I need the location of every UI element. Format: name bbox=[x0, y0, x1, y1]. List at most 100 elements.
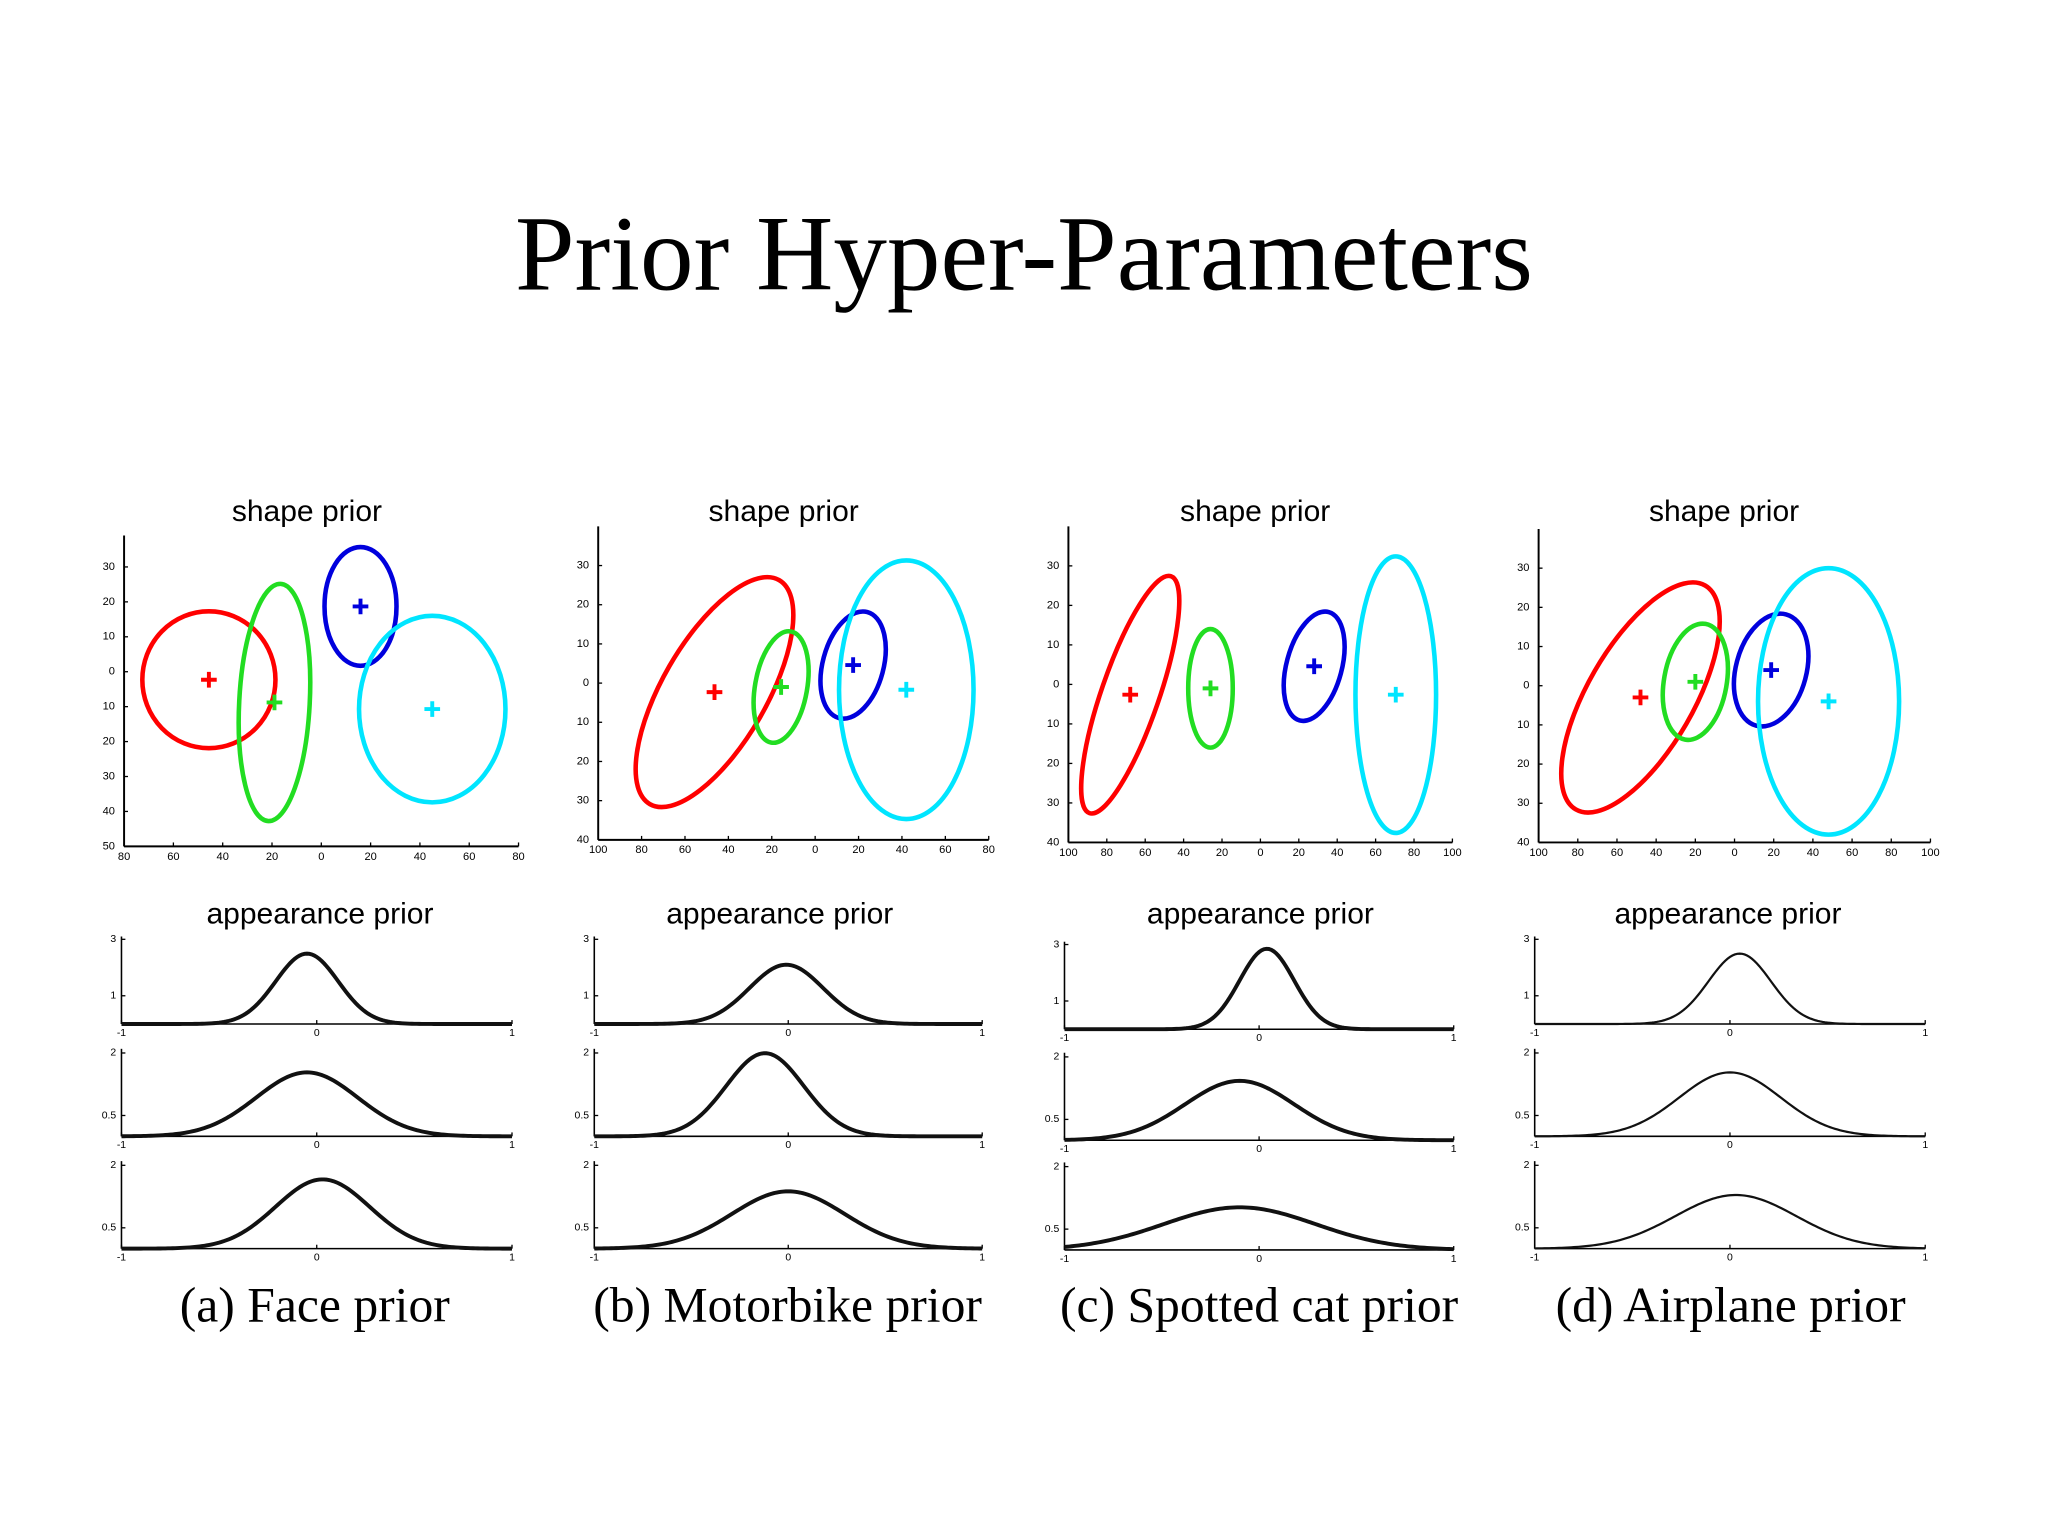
y-tick-label: 50 bbox=[103, 840, 115, 852]
covariance-ellipse bbox=[1755, 565, 1902, 837]
x-tick-label: 1 bbox=[979, 1140, 985, 1151]
x-tick-label: 1 bbox=[1451, 1254, 1457, 1265]
x-tick-label: -1 bbox=[590, 1140, 599, 1151]
plot-title: appearance prior bbox=[206, 898, 433, 931]
mean-marker bbox=[773, 679, 789, 695]
covariance-ellipse bbox=[1185, 626, 1236, 750]
x-tick-label: 60 bbox=[679, 844, 691, 856]
y-tick-label: 0.5 bbox=[1045, 1224, 1060, 1235]
x-tick-label: 80 bbox=[1101, 847, 1113, 859]
x-tick-label: -1 bbox=[1530, 1140, 1539, 1151]
mean-marker bbox=[1202, 680, 1219, 697]
y-tick-label: 30 bbox=[577, 795, 589, 807]
x-tick-label: 20 bbox=[1689, 847, 1701, 859]
density-curve bbox=[121, 1177, 513, 1251]
y-tick-label: 40 bbox=[103, 805, 115, 817]
x-tick-label: 0 bbox=[1256, 1033, 1262, 1044]
x-tick-label: 0 bbox=[314, 1140, 320, 1151]
x-tick-label: 1 bbox=[1922, 1140, 1928, 1151]
panel-caption: (a) Face prior bbox=[180, 1277, 451, 1332]
panel-caption: (d) Airplane prior bbox=[1556, 1277, 1906, 1332]
x-tick-label: 0 bbox=[1727, 1140, 1733, 1151]
x-tick-label: 0 bbox=[1256, 1144, 1262, 1155]
x-tick-label: 0 bbox=[812, 844, 818, 856]
y-tick-label: 40 bbox=[1517, 836, 1529, 848]
x-tick-label: 20 bbox=[1293, 847, 1305, 859]
x-tick-label: 20 bbox=[852, 844, 864, 856]
x-tick-label: 60 bbox=[1611, 847, 1623, 859]
x-tick-label: 40 bbox=[1331, 847, 1343, 859]
y-tick-label: 3 bbox=[583, 934, 589, 945]
x-tick-label: 0 bbox=[1727, 1253, 1733, 1264]
x-tick-label: 0 bbox=[1727, 1028, 1733, 1039]
x-tick-label: 1 bbox=[979, 1253, 985, 1264]
x-tick-label: 100 bbox=[1443, 847, 1462, 859]
x-tick-label: -1 bbox=[117, 1140, 126, 1151]
covariance-ellipse bbox=[1558, 580, 1723, 815]
y-tick-label: 2 bbox=[1524, 1048, 1530, 1059]
density-curve bbox=[1064, 1078, 1454, 1143]
density-curve bbox=[1534, 1071, 1926, 1138]
y-tick-label: 10 bbox=[1047, 639, 1059, 651]
y-tick-label: 20 bbox=[1047, 599, 1059, 611]
x-tick-label: 0 bbox=[785, 1028, 791, 1039]
y-tick-label: 2 bbox=[110, 1048, 116, 1059]
mean-marker bbox=[201, 671, 217, 688]
y-tick-label: 1 bbox=[1053, 996, 1059, 1007]
mean-marker bbox=[1122, 686, 1139, 703]
y-tick-label: 1 bbox=[110, 991, 116, 1002]
x-tick-label: 60 bbox=[1846, 847, 1858, 859]
mean-marker bbox=[266, 694, 283, 711]
x-tick-label: 20 bbox=[766, 844, 778, 856]
mean-marker bbox=[706, 684, 723, 700]
y-tick-label: 30 bbox=[1517, 797, 1529, 809]
density-curve bbox=[1064, 946, 1454, 1032]
y-tick-label: 10 bbox=[577, 716, 589, 728]
mean-marker bbox=[845, 657, 861, 673]
x-tick-label: -1 bbox=[590, 1028, 599, 1039]
y-tick-label: 40 bbox=[577, 834, 589, 846]
y-tick-label: 20 bbox=[1517, 601, 1529, 613]
x-tick-label: 20 bbox=[1216, 847, 1228, 859]
y-tick-label: 0.5 bbox=[575, 1110, 590, 1121]
x-tick-label: 60 bbox=[939, 844, 951, 856]
density-curve bbox=[1534, 952, 1926, 1026]
y-tick-label: 30 bbox=[577, 559, 589, 571]
x-tick-label: 20 bbox=[1768, 847, 1780, 859]
y-tick-label: 0.5 bbox=[1045, 1114, 1060, 1125]
x-tick-label: 0 bbox=[1257, 847, 1263, 859]
plot-title: appearance prior bbox=[666, 898, 893, 931]
x-tick-label: 40 bbox=[896, 844, 908, 856]
x-tick-label: 80 bbox=[635, 844, 647, 856]
mean-marker bbox=[1632, 689, 1649, 706]
x-tick-label: 60 bbox=[167, 851, 179, 863]
panel-caption: (c) Spotted cat prior bbox=[1060, 1277, 1459, 1332]
y-tick-label: 3 bbox=[1053, 939, 1059, 950]
y-tick-label: 20 bbox=[577, 599, 589, 611]
mean-marker bbox=[424, 701, 441, 717]
y-tick-label: 0.5 bbox=[102, 1110, 117, 1121]
covariance-ellipse bbox=[1731, 611, 1811, 729]
plot-title: shape prior bbox=[709, 495, 859, 528]
y-tick-label: 0 bbox=[1053, 678, 1059, 690]
y-tick-label: 10 bbox=[577, 638, 589, 650]
x-tick-label: 40 bbox=[722, 844, 734, 856]
mean-marker bbox=[1763, 662, 1780, 678]
x-tick-label: 40 bbox=[1807, 847, 1819, 859]
slide-title: Prior Hyper-Parameters bbox=[515, 196, 1533, 314]
x-tick-label: 100 bbox=[1921, 847, 1940, 859]
y-tick-label: 20 bbox=[1047, 757, 1059, 769]
x-tick-label: 60 bbox=[463, 851, 475, 863]
x-tick-label: 40 bbox=[414, 851, 426, 863]
x-tick-label: 1 bbox=[1451, 1033, 1457, 1044]
x-tick-label: 60 bbox=[1369, 847, 1381, 859]
y-tick-label: 20 bbox=[103, 736, 115, 748]
covariance-ellipse bbox=[140, 609, 278, 751]
y-tick-label: 30 bbox=[103, 770, 115, 782]
y-tick-label: 3 bbox=[1524, 934, 1530, 945]
y-tick-label: 1 bbox=[1524, 991, 1530, 1002]
x-tick-label: 1 bbox=[509, 1140, 515, 1151]
x-tick-label: 100 bbox=[1529, 847, 1548, 859]
x-tick-label: 0 bbox=[314, 1253, 320, 1264]
x-tick-label: -1 bbox=[117, 1028, 126, 1039]
